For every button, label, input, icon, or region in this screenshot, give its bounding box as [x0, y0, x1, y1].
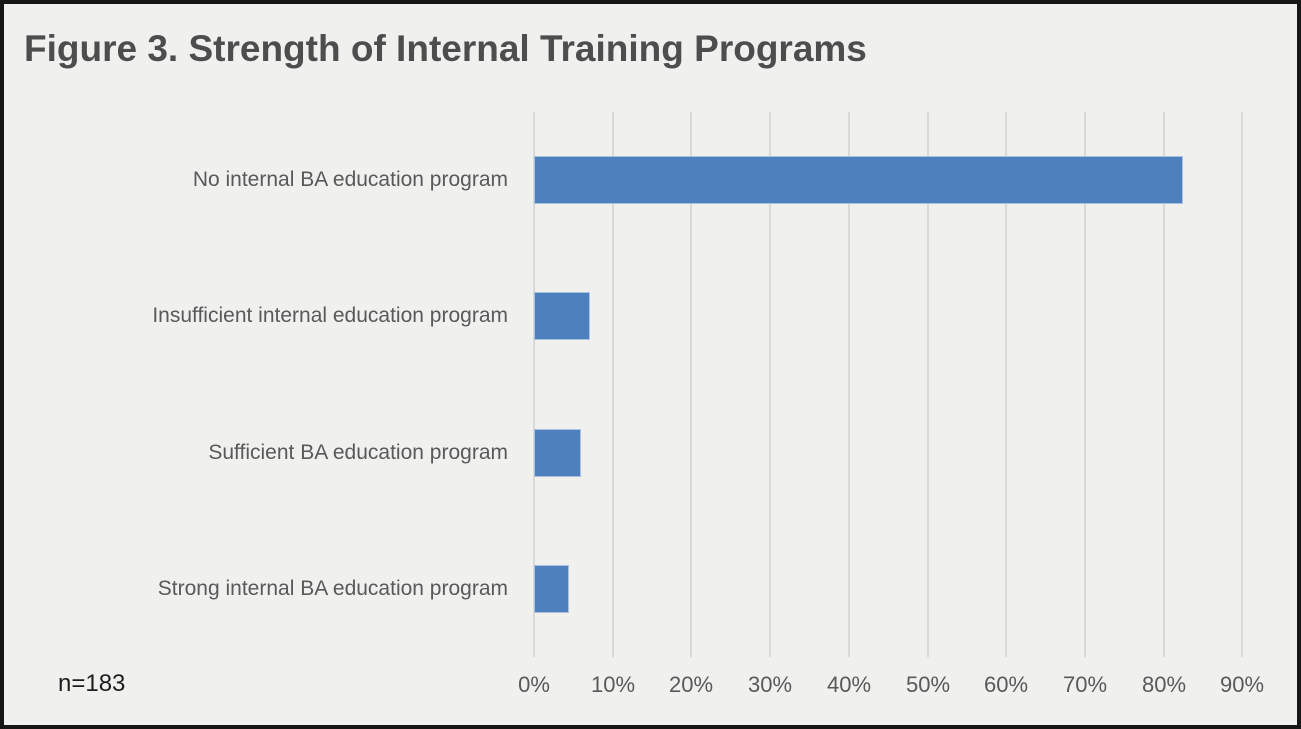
x-tick-40%: 40%	[826, 672, 872, 697]
category-label-3: Sufficient BA education program	[208, 441, 508, 464]
x-tick-60%: 60%	[983, 672, 1029, 697]
category-label-2: Insufficient internal education program	[152, 304, 508, 327]
gridline-0%	[533, 112, 535, 657]
gridline-10%	[612, 112, 614, 657]
gridline-90%	[1241, 112, 1243, 657]
bar-1	[534, 156, 1183, 204]
bar-4	[534, 565, 569, 613]
x-tick-50%: 50%	[905, 672, 951, 697]
plot-area	[533, 112, 1273, 657]
category-label-4: Strong internal BA education program	[157, 577, 508, 600]
bar-2	[534, 292, 590, 340]
x-tick-10%: 10%	[590, 672, 636, 697]
gridline-30%	[769, 112, 771, 657]
gridline-50%	[927, 112, 929, 657]
category-label-1: No internal BA education program	[192, 168, 508, 191]
x-tick-20%: 20%	[668, 672, 714, 697]
x-tick-70%: 70%	[1062, 672, 1108, 697]
x-tick-80%: 80%	[1141, 672, 1187, 697]
gridline-20%	[690, 112, 692, 657]
bar-3	[534, 429, 581, 477]
gridline-40%	[848, 112, 850, 657]
x-tick-0%: 0%	[518, 672, 550, 697]
gridline-60%	[1005, 112, 1007, 657]
sample-size-note: n=183	[58, 670, 126, 697]
gridline-80%	[1163, 112, 1165, 657]
x-tick-90%: 90%	[1219, 672, 1265, 697]
x-tick-30%: 30%	[747, 672, 793, 697]
gridline-70%	[1084, 112, 1086, 657]
chart-title: Figure 3. Strength of Internal Training …	[24, 28, 867, 69]
